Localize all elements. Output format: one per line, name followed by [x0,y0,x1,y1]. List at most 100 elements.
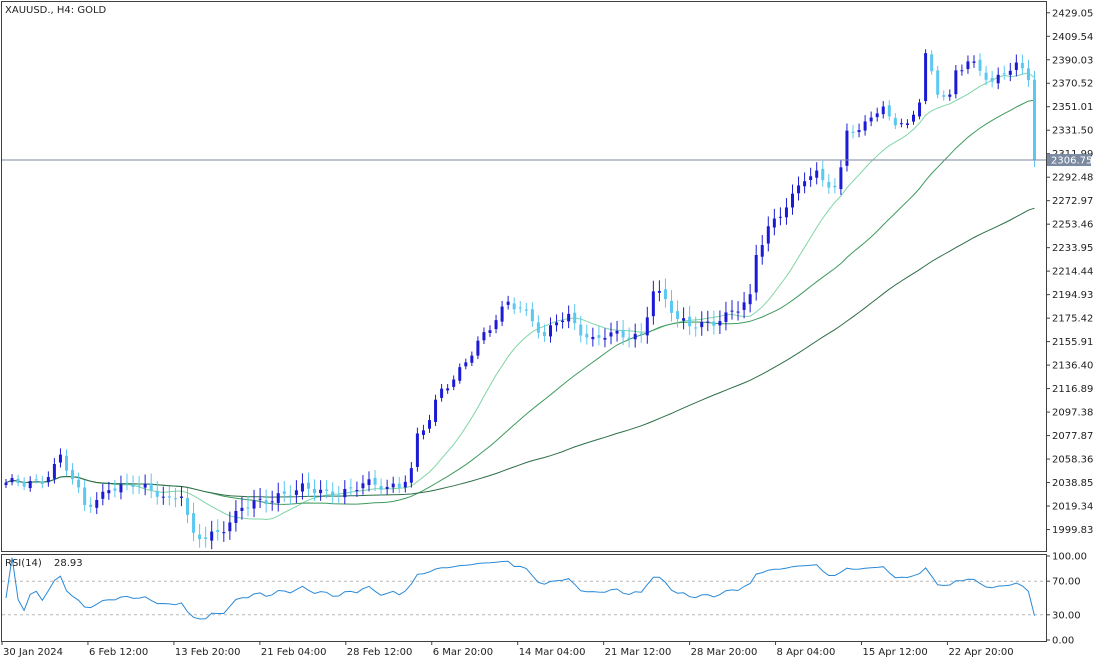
candle [270,490,274,511]
candle [869,111,873,127]
date-tick-label: 13 Feb 20:00 [175,647,241,658]
candle [827,174,831,194]
candle [16,474,20,487]
candle [4,479,8,488]
price-tick-label: 2136.40 [1052,361,1093,372]
candle [791,184,794,215]
candle [355,481,359,497]
price-tick-label: 2058.36 [1052,455,1093,466]
candle [155,481,159,505]
candle [288,485,292,505]
chart-title: XAUUSD., H4: GOLD [5,5,107,16]
price-tick-label: 2038.85 [1052,478,1093,489]
candle [403,475,407,493]
candle [464,358,468,370]
candle [186,487,189,524]
candle [809,167,813,187]
candle [161,486,165,505]
candle [1020,54,1024,75]
candle [1026,59,1030,87]
moving-average-lines [5,72,1035,521]
candle [488,325,492,337]
date-tick-label: 21 Mar 12:00 [605,647,672,658]
candle [246,496,250,517]
candle [633,323,637,348]
date-tick-label: 30 Jan 2024 [3,647,63,658]
candle [258,487,262,508]
candle [688,305,692,335]
candle [385,479,389,495]
candle [65,449,68,476]
candle [657,280,661,302]
candle [875,107,879,122]
candle [421,424,425,440]
candle [361,475,365,495]
price-tick-label: 2097.38 [1052,408,1093,419]
candle [95,492,99,515]
candle [990,70,994,88]
candle [1008,62,1012,82]
candle [676,300,680,328]
candle [918,98,922,120]
candle [621,319,625,346]
candle [343,480,347,505]
price-tick-label: 2175.42 [1052,314,1093,325]
date-tick-label: 6 Mar 20:00 [433,647,493,658]
candle [331,482,335,504]
candle [996,67,1000,90]
price-tick-label: 2253.46 [1052,220,1093,231]
candle [470,351,474,367]
candle [772,208,776,236]
candle [216,519,220,541]
candle [718,310,722,334]
candle [137,476,141,494]
candle [1033,70,1036,168]
candle [300,473,304,500]
candle [28,476,32,492]
candle [58,448,62,468]
price-tick-label: 1999.83 [1052,525,1093,536]
candle [651,280,655,325]
main-plot-frame [1,1,1047,552]
candle [591,327,595,347]
price-tick-label: 2351.01 [1052,102,1093,113]
candle [113,479,117,498]
candle [391,476,395,493]
candle [682,307,686,330]
candle [252,489,256,518]
ma-slow-line [5,207,1035,498]
current-price-label: 2306.75 [1051,156,1092,167]
candle [294,480,298,504]
candle [742,292,746,319]
indicator-name: RSI(14) [5,558,42,569]
candle [415,427,419,472]
candle [125,473,129,491]
candle [603,328,607,348]
candle [845,123,849,172]
candle [567,305,571,329]
candle [972,55,976,68]
candle [518,301,522,313]
candle [1014,54,1018,77]
candle [984,65,988,86]
candle [234,500,238,532]
candle [367,471,371,492]
candle [942,90,946,101]
candle [905,119,909,129]
candle [397,476,401,494]
rsi-tick-label: 0.00 [1052,636,1074,647]
price-tick-label: 2390.03 [1052,55,1093,66]
candle [627,327,631,348]
candle [821,160,825,187]
candle [173,488,177,508]
date-tick-label: 8 Apr 04:00 [777,647,836,658]
candle [434,394,438,426]
candle [694,316,698,337]
rsi-lines [2,557,1046,620]
indicator-plot-frame [1,554,1047,642]
candle [760,235,764,265]
candle [536,315,540,339]
candle [948,89,952,101]
date-tick-label: 28 Mar 20:00 [691,647,758,658]
